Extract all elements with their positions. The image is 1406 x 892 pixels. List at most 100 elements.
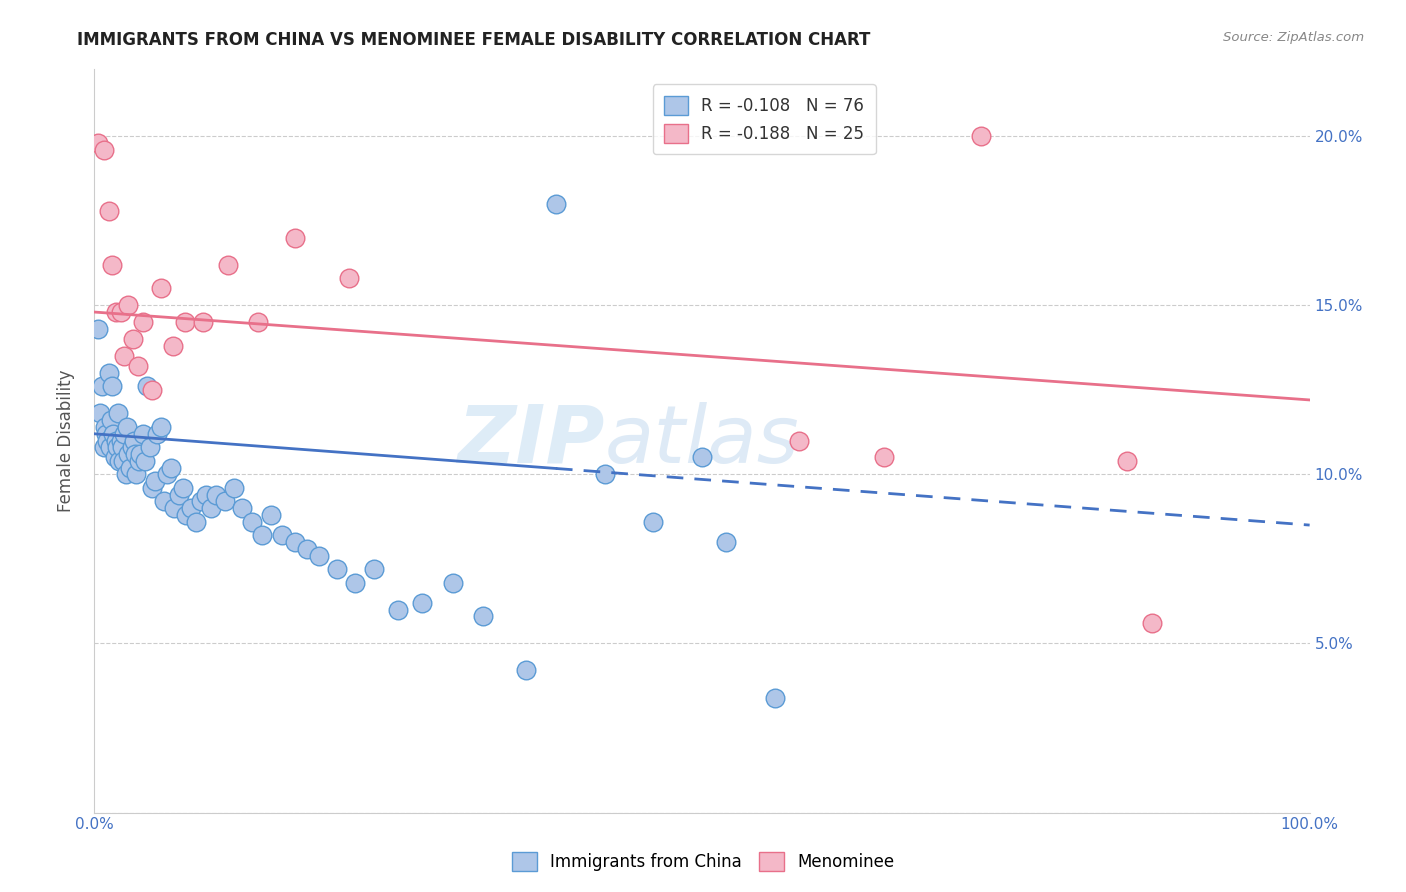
Point (193, 315, 215, 329)
Point (120, 460, 142, 475)
Point (240, 515, 263, 529)
Point (104, 450, 127, 465)
Point (94, 426, 117, 441)
Point (104, 305, 127, 319)
Point (231, 501, 253, 516)
Point (593, 467, 616, 482)
Point (111, 440, 134, 454)
Point (515, 664, 537, 678)
Point (91, 379, 114, 393)
Point (222, 481, 245, 495)
Text: IMMIGRANTS FROM CHINA VS MENOMINEE FEMALE DISABILITY CORRELATION CHART: IMMIGRANTS FROM CHINA VS MENOMINEE FEMAL… (77, 31, 870, 49)
Point (96, 434, 118, 448)
Legend: Immigrants from China, Menominee: Immigrants from China, Menominee (503, 843, 903, 880)
Point (283, 230, 305, 244)
Point (174, 315, 197, 329)
Point (97, 203, 120, 218)
Point (217, 258, 239, 272)
Point (308, 549, 330, 563)
Point (471, 609, 494, 624)
Point (112, 426, 135, 441)
Point (141, 481, 163, 495)
Point (112, 454, 135, 468)
Point (121, 332, 143, 346)
Y-axis label: Female Disability: Female Disability (58, 369, 75, 512)
Point (93, 143, 115, 157)
Point (1140, 616, 1163, 631)
Point (94, 420, 117, 434)
Point (363, 562, 385, 576)
Point (129, 447, 152, 461)
Point (143, 474, 166, 488)
Point (411, 596, 433, 610)
Point (121, 440, 143, 454)
Point (117, 447, 139, 461)
Point (544, 196, 567, 211)
Point (117, 298, 139, 312)
Point (86, 136, 108, 150)
Point (172, 481, 194, 495)
Point (714, 535, 737, 549)
Point (127, 359, 149, 373)
Point (214, 494, 236, 508)
Point (122, 434, 145, 448)
Point (326, 562, 349, 576)
Point (124, 447, 146, 461)
Point (107, 407, 129, 421)
Point (184, 515, 207, 529)
Point (167, 488, 190, 502)
Point (110, 434, 132, 448)
Point (86, 322, 108, 336)
Legend: R = -0.108   N = 76, R = -0.188   N = 25: R = -0.108 N = 76, R = -0.188 N = 25 (652, 84, 876, 154)
Point (105, 440, 128, 454)
Point (101, 379, 124, 393)
Point (114, 467, 136, 482)
Point (441, 575, 464, 590)
Point (146, 426, 169, 441)
Text: Source: ZipAtlas.com: Source: ZipAtlas.com (1223, 31, 1364, 45)
Point (104, 434, 127, 448)
Point (128, 454, 150, 468)
Point (163, 501, 186, 516)
Point (131, 426, 153, 441)
Point (153, 494, 176, 508)
Point (873, 450, 896, 465)
Point (247, 315, 270, 329)
Point (136, 379, 159, 393)
Point (141, 383, 163, 397)
Point (690, 450, 713, 465)
Point (149, 420, 172, 434)
Point (250, 528, 273, 542)
Point (134, 454, 156, 468)
Point (115, 420, 138, 434)
Point (344, 575, 367, 590)
Point (159, 460, 181, 475)
Point (643, 515, 665, 529)
Point (98, 440, 121, 454)
Point (93, 440, 115, 454)
Point (125, 467, 148, 482)
Point (139, 440, 162, 454)
Point (110, 305, 132, 319)
Point (131, 315, 153, 329)
Point (112, 349, 135, 363)
Point (194, 488, 217, 502)
Point (200, 501, 222, 516)
Point (763, 690, 786, 705)
Point (100, 413, 122, 427)
Point (271, 528, 294, 542)
Point (89, 407, 111, 421)
Point (97, 366, 120, 380)
Text: ZIP: ZIP (457, 401, 605, 480)
Point (101, 258, 124, 272)
Point (260, 508, 283, 522)
Point (204, 488, 226, 502)
Point (970, 129, 993, 144)
Point (176, 508, 198, 522)
Point (295, 541, 318, 556)
Point (149, 281, 172, 295)
Point (162, 339, 184, 353)
Point (108, 454, 131, 468)
Text: atlas: atlas (605, 401, 799, 480)
Point (1116, 454, 1139, 468)
